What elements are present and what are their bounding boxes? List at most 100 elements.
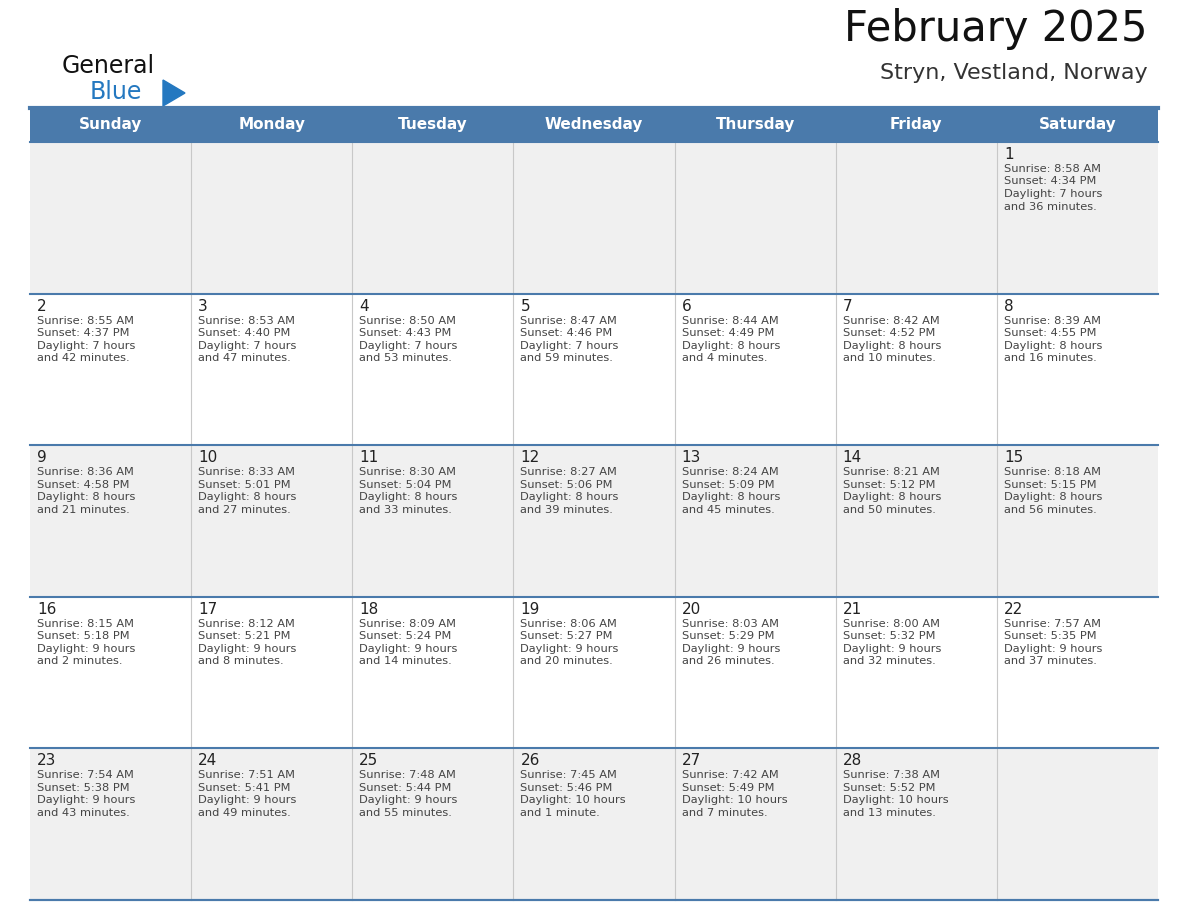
Text: Daylight: 9 hours: Daylight: 9 hours [359, 644, 457, 654]
Bar [353, 142, 513, 294]
Text: Sunrise: 7:57 AM: Sunrise: 7:57 AM [1004, 619, 1101, 629]
Text: Daylight: 8 hours: Daylight: 8 hours [682, 492, 781, 502]
Bar [353, 748, 513, 900]
Text: Sunset: 4:58 PM: Sunset: 4:58 PM [37, 480, 129, 489]
Text: Daylight: 7 hours: Daylight: 7 hours [1004, 189, 1102, 199]
Bar [675, 294, 835, 445]
Text: Sunset: 5:27 PM: Sunset: 5:27 PM [520, 632, 613, 642]
Bar [191, 294, 353, 445]
Text: Sunset: 4:37 PM: Sunset: 4:37 PM [37, 328, 129, 338]
Text: 6: 6 [682, 298, 691, 314]
Text: and 16 minutes.: and 16 minutes. [1004, 353, 1097, 364]
Bar [997, 445, 1158, 597]
Text: and 1 minute.: and 1 minute. [520, 808, 600, 818]
Text: and 2 minutes.: and 2 minutes. [37, 656, 122, 666]
Text: 21: 21 [842, 602, 862, 617]
Text: Sunrise: 8:27 AM: Sunrise: 8:27 AM [520, 467, 618, 477]
Text: Daylight: 8 hours: Daylight: 8 hours [682, 341, 781, 351]
Text: and 26 minutes.: and 26 minutes. [682, 656, 775, 666]
Text: Daylight: 8 hours: Daylight: 8 hours [359, 492, 457, 502]
Text: Sunset: 4:40 PM: Sunset: 4:40 PM [198, 328, 291, 338]
Bar [675, 597, 835, 748]
Text: Sunrise: 8:03 AM: Sunrise: 8:03 AM [682, 619, 778, 629]
Text: 5: 5 [520, 298, 530, 314]
Text: and 14 minutes.: and 14 minutes. [359, 656, 453, 666]
Bar [30, 445, 191, 597]
Bar [513, 597, 675, 748]
Text: Sunset: 4:46 PM: Sunset: 4:46 PM [520, 328, 613, 338]
Text: and 39 minutes.: and 39 minutes. [520, 505, 613, 515]
Text: Stryn, Vestland, Norway: Stryn, Vestland, Norway [880, 63, 1148, 83]
Text: Daylight: 9 hours: Daylight: 9 hours [1004, 644, 1102, 654]
Text: and 53 minutes.: and 53 minutes. [359, 353, 453, 364]
Text: Sunrise: 7:42 AM: Sunrise: 7:42 AM [682, 770, 778, 780]
Text: Sunrise: 8:55 AM: Sunrise: 8:55 AM [37, 316, 134, 326]
Text: Sunset: 5:32 PM: Sunset: 5:32 PM [842, 632, 935, 642]
Text: and 8 minutes.: and 8 minutes. [198, 656, 284, 666]
Text: Sunset: 4:43 PM: Sunset: 4:43 PM [359, 328, 451, 338]
Text: Sunset: 4:55 PM: Sunset: 4:55 PM [1004, 328, 1097, 338]
Bar [997, 142, 1158, 294]
Text: Thursday: Thursday [715, 118, 795, 132]
Text: Daylight: 8 hours: Daylight: 8 hours [842, 341, 941, 351]
Text: 13: 13 [682, 450, 701, 465]
Bar [835, 294, 997, 445]
Text: Sunrise: 8:50 AM: Sunrise: 8:50 AM [359, 316, 456, 326]
Text: and 27 minutes.: and 27 minutes. [198, 505, 291, 515]
Text: Daylight: 8 hours: Daylight: 8 hours [1004, 341, 1102, 351]
Text: Sunset: 4:52 PM: Sunset: 4:52 PM [842, 328, 935, 338]
Text: 3: 3 [198, 298, 208, 314]
Text: Daylight: 9 hours: Daylight: 9 hours [37, 795, 135, 805]
Text: and 10 minutes.: and 10 minutes. [842, 353, 936, 364]
Bar [513, 748, 675, 900]
Text: and 13 minutes.: and 13 minutes. [842, 808, 936, 818]
Text: Sunrise: 8:12 AM: Sunrise: 8:12 AM [198, 619, 295, 629]
Text: Daylight: 10 hours: Daylight: 10 hours [682, 795, 788, 805]
Bar [675, 748, 835, 900]
Text: Sunset: 4:49 PM: Sunset: 4:49 PM [682, 328, 773, 338]
Text: February 2025: February 2025 [845, 8, 1148, 50]
Text: and 20 minutes.: and 20 minutes. [520, 656, 613, 666]
Text: and 32 minutes.: and 32 minutes. [842, 656, 935, 666]
Text: Daylight: 8 hours: Daylight: 8 hours [198, 492, 297, 502]
Text: Wednesday: Wednesday [545, 118, 643, 132]
Bar [30, 142, 191, 294]
Text: 15: 15 [1004, 450, 1023, 465]
Text: 22: 22 [1004, 602, 1023, 617]
Text: and 36 minutes.: and 36 minutes. [1004, 201, 1097, 211]
Bar [835, 445, 997, 597]
Text: Daylight: 8 hours: Daylight: 8 hours [520, 492, 619, 502]
Bar [30, 597, 191, 748]
Text: 17: 17 [198, 602, 217, 617]
Text: Sunset: 5:44 PM: Sunset: 5:44 PM [359, 783, 451, 793]
Text: Sunrise: 7:54 AM: Sunrise: 7:54 AM [37, 770, 134, 780]
Text: 26: 26 [520, 754, 539, 768]
Text: 27: 27 [682, 754, 701, 768]
Text: Sunset: 5:24 PM: Sunset: 5:24 PM [359, 632, 451, 642]
Text: 25: 25 [359, 754, 379, 768]
Bar [353, 294, 513, 445]
Text: Sunday: Sunday [78, 118, 143, 132]
Text: Sunset: 5:38 PM: Sunset: 5:38 PM [37, 783, 129, 793]
Text: Sunset: 5:18 PM: Sunset: 5:18 PM [37, 632, 129, 642]
Text: Sunrise: 8:15 AM: Sunrise: 8:15 AM [37, 619, 134, 629]
Text: 20: 20 [682, 602, 701, 617]
Bar [675, 445, 835, 597]
Text: and 49 minutes.: and 49 minutes. [198, 808, 291, 818]
Text: and 45 minutes.: and 45 minutes. [682, 505, 775, 515]
Text: and 55 minutes.: and 55 minutes. [359, 808, 453, 818]
Text: 16: 16 [37, 602, 56, 617]
Text: and 50 minutes.: and 50 minutes. [842, 505, 936, 515]
Text: Sunset: 5:09 PM: Sunset: 5:09 PM [682, 480, 775, 489]
Bar [513, 142, 675, 294]
Text: and 47 minutes.: and 47 minutes. [198, 353, 291, 364]
Text: 24: 24 [198, 754, 217, 768]
Text: 1: 1 [1004, 147, 1013, 162]
Text: Sunrise: 7:45 AM: Sunrise: 7:45 AM [520, 770, 618, 780]
Text: and 42 minutes.: and 42 minutes. [37, 353, 129, 364]
Text: 14: 14 [842, 450, 862, 465]
Text: Sunset: 5:49 PM: Sunset: 5:49 PM [682, 783, 775, 793]
Text: and 33 minutes.: and 33 minutes. [359, 505, 453, 515]
Text: Sunrise: 8:18 AM: Sunrise: 8:18 AM [1004, 467, 1101, 477]
Text: Sunrise: 8:00 AM: Sunrise: 8:00 AM [842, 619, 940, 629]
